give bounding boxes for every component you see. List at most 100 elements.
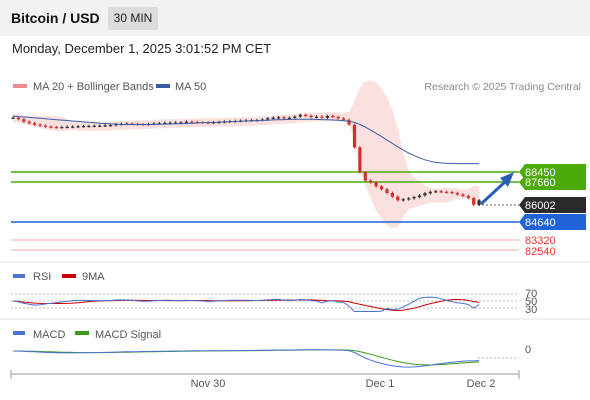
candle-body <box>168 122 172 124</box>
candle-body <box>76 126 80 128</box>
candle-body <box>43 125 48 127</box>
candle-body <box>412 197 416 199</box>
projection-arrow-shaft <box>479 179 508 206</box>
header-bar: Bitcoin / USD 30 MIN <box>0 0 590 36</box>
candle-body <box>287 117 291 119</box>
macd-signal-line <box>13 349 480 366</box>
level-label-bg <box>519 176 586 190</box>
candle-body <box>385 189 389 193</box>
candle-body <box>33 123 37 125</box>
level-label-87660: 87660 <box>525 177 556 189</box>
macd-signal-swatch-icon <box>75 331 89 335</box>
candle-body <box>103 125 107 127</box>
level-label-82540: 82540 <box>525 246 556 258</box>
candle-body <box>455 193 459 195</box>
candle-body <box>98 125 102 127</box>
candle-body <box>417 195 422 198</box>
macd-zero-label: 0 <box>525 344 531 356</box>
candle-body <box>22 119 26 122</box>
legend-ma50-label: MA 50 <box>175 81 206 93</box>
candle-body <box>293 116 297 118</box>
pair-title: Bitcoin / USD <box>11 10 100 26</box>
legend-ma20-label: MA 20 + Bollinger Bands <box>33 81 154 93</box>
projection-arrow-icon <box>500 172 514 187</box>
last-price-label-bg <box>519 197 586 213</box>
macd-line <box>12 349 480 368</box>
rsi-swatch-icon <box>13 274 25 278</box>
candle-body <box>320 116 324 118</box>
legend-macd-label: MACD <box>33 329 65 341</box>
candle-body <box>60 127 64 129</box>
candle-body <box>439 191 443 193</box>
credit-text: Research © 2025 Trading Central <box>424 81 581 93</box>
candle-body <box>423 193 427 196</box>
candle-body <box>314 116 319 118</box>
x-label-dec1: Dec 1 <box>366 378 395 390</box>
candle-body <box>461 194 465 196</box>
candle-body <box>331 116 335 118</box>
candle-body <box>309 115 313 118</box>
rsi-ma-line <box>12 298 480 312</box>
candle-body <box>49 126 53 128</box>
candle-body <box>369 180 373 183</box>
ma20-swatch-icon <box>13 84 27 88</box>
level-label-83320: 83320 <box>525 235 556 247</box>
timestamp: Monday, December 1, 2025 3:01:52 PM CET <box>12 41 272 56</box>
candle-body <box>380 186 384 190</box>
candle-body <box>472 198 476 205</box>
candle-body <box>54 127 58 129</box>
candle-body <box>184 121 188 123</box>
rsi-label-50: 50 <box>525 296 537 308</box>
candle-body <box>266 118 270 120</box>
candle-body <box>271 117 275 119</box>
x-label-dec2: Dec 2 <box>467 378 496 390</box>
candle-body <box>325 116 329 118</box>
candle-body <box>428 191 432 194</box>
rsi-label-70: 70 <box>525 288 537 300</box>
candle-body <box>114 124 118 126</box>
candle-body <box>336 116 340 119</box>
candle-body <box>38 124 42 126</box>
candle-body <box>445 191 449 193</box>
candle-body <box>81 126 86 128</box>
candle-body <box>450 192 454 194</box>
candle-body <box>277 117 281 119</box>
candle-body <box>477 200 481 205</box>
candle-body <box>11 117 15 119</box>
candle-body <box>87 126 91 128</box>
legend-rsi-ma-label: 9MA <box>82 271 105 283</box>
x-label-nov30: Nov 30 <box>191 378 226 390</box>
candle-body <box>27 121 31 124</box>
candle-body <box>407 198 411 200</box>
candle-body <box>342 118 346 120</box>
bollinger-band <box>13 80 480 229</box>
rsi-ma-swatch-icon <box>62 274 76 278</box>
candle-body <box>109 125 113 127</box>
candle-body <box>358 147 362 173</box>
candle-body <box>396 196 400 201</box>
candle-body <box>179 122 183 124</box>
rsi-label-30: 30 <box>525 304 537 316</box>
ma50-line <box>12 115 480 165</box>
rsi-line <box>12 296 480 312</box>
candle-body <box>363 172 367 181</box>
candle-body <box>434 191 438 193</box>
ma50-swatch-icon <box>156 84 170 88</box>
candle-body <box>174 122 178 124</box>
candle-body <box>352 124 357 148</box>
candle-body <box>466 195 470 199</box>
candle-body <box>401 199 405 201</box>
candle-body <box>65 126 69 128</box>
candle-body <box>71 126 75 128</box>
candle-body <box>92 125 96 127</box>
candle-body <box>304 114 308 116</box>
legend-rsi-label: RSI <box>33 271 51 283</box>
support-label-bg <box>519 214 586 230</box>
candle-body <box>16 117 20 120</box>
candle-body <box>390 193 394 197</box>
candle-body <box>190 121 194 123</box>
timeframe-badge[interactable]: 30 MIN <box>108 7 158 30</box>
level-label-84640: 84640 <box>525 217 556 229</box>
